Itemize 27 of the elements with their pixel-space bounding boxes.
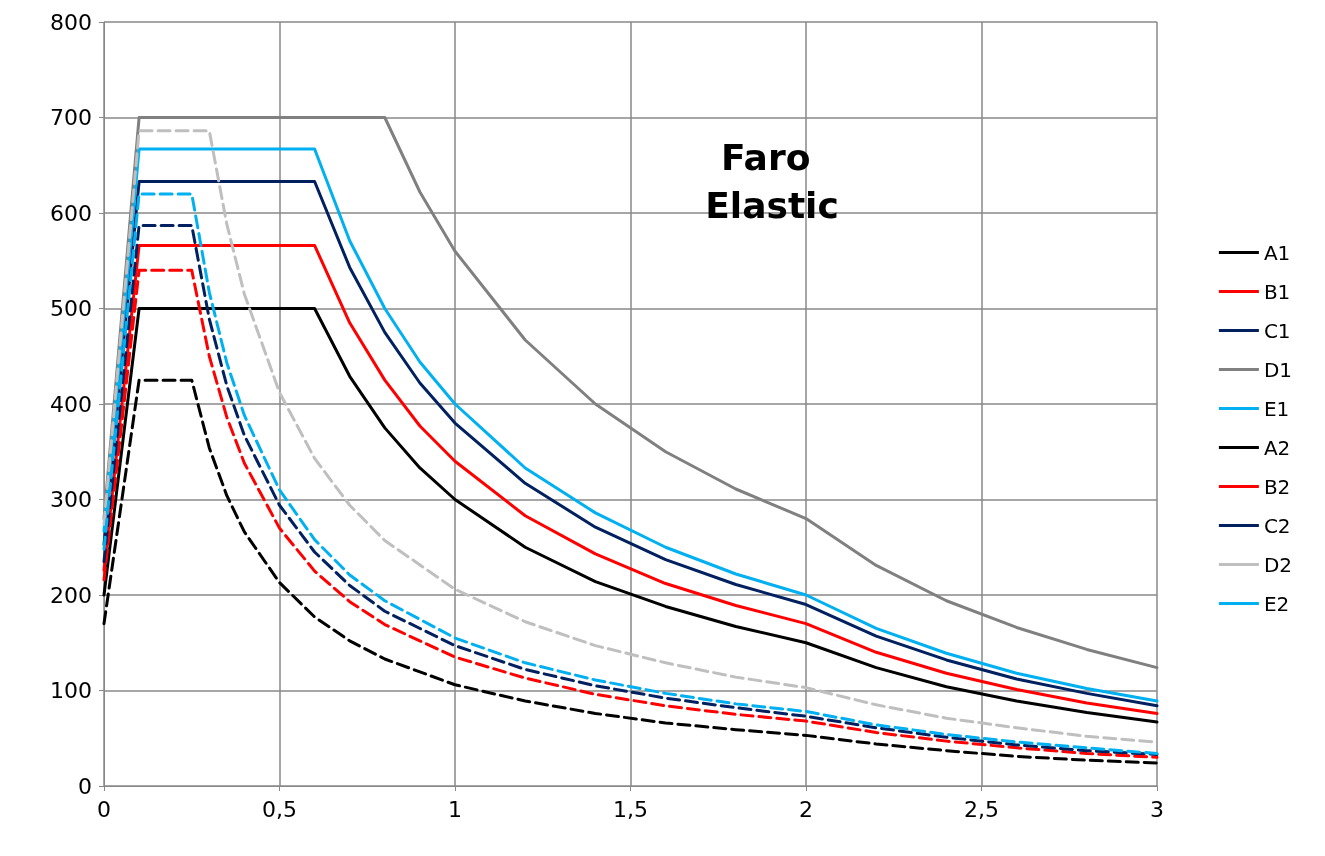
legend-label: D2: [1263, 552, 1292, 577]
y-tick-label: 800: [50, 9, 92, 35]
x-tick-label: 0,5: [262, 796, 297, 822]
legend-label: C2: [1263, 513, 1291, 538]
legend-label: B2: [1263, 474, 1291, 499]
y-tick-label: 200: [50, 582, 92, 608]
legend-label: B1: [1263, 279, 1291, 304]
x-tick-label: 2,5: [964, 796, 999, 822]
text: Faro Elastic: [705, 136, 839, 226]
legend-label: E2: [1263, 591, 1290, 616]
x-tick-label: 0: [97, 796, 111, 822]
legend-label: C1: [1263, 318, 1291, 343]
y-tick-label: 300: [50, 487, 92, 512]
legend-label: D1: [1263, 357, 1292, 382]
y-tick-label: 600: [50, 200, 92, 226]
y-tick-label: 700: [50, 105, 92, 130]
x-tick-label: 3: [1150, 796, 1164, 822]
x-tick-label: 1,5: [613, 796, 648, 822]
y-tick-label: 0: [78, 773, 92, 799]
x-tick-label: 2: [799, 796, 813, 822]
y-tick-label: 500: [50, 296, 92, 321]
y-tick-label: 400: [50, 391, 92, 417]
legend-label: A1: [1263, 240, 1291, 265]
x-tick-label: 1: [448, 796, 462, 822]
y-tick-label: 100: [50, 678, 92, 703]
legend-label: E1: [1263, 396, 1290, 421]
legend-label: A2: [1263, 435, 1291, 460]
